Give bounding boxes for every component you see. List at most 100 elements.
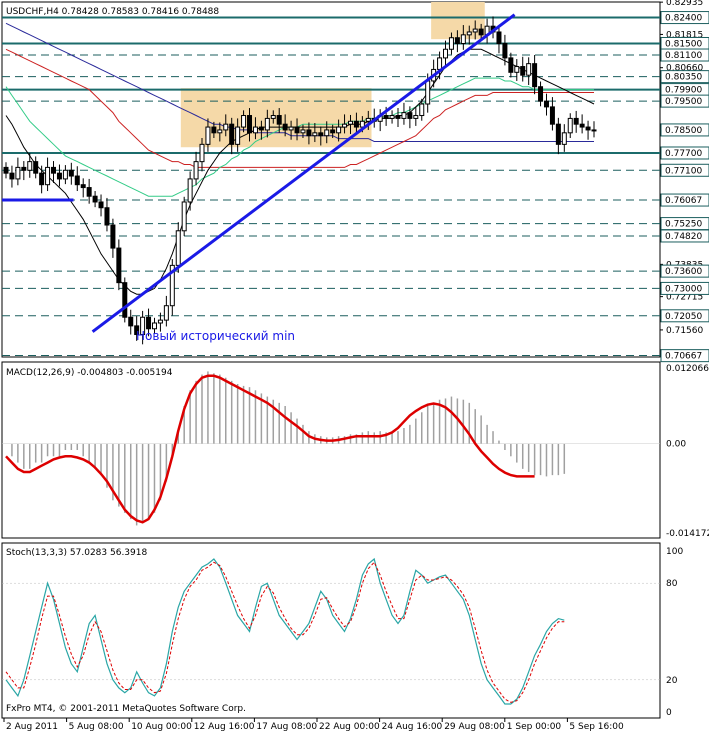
level-tag: 0.80350 [660, 70, 709, 84]
candle-body [532, 63, 538, 88]
level-tag: 0.75250 [660, 217, 709, 231]
candle-52 [312, 123, 318, 143]
candle-32 [193, 151, 199, 186]
candle-70 [419, 98, 425, 121]
level-tag-box [660, 229, 709, 243]
level-tag-label: 0.80350 [665, 73, 702, 83]
level-tag-box [660, 281, 709, 295]
candle-body [74, 175, 80, 186]
level-tag-box [660, 70, 709, 84]
level-tag-box [660, 193, 709, 207]
candle-body [324, 129, 330, 137]
candle-33 [199, 138, 205, 172]
candle-24 [146, 308, 152, 337]
candle-8 [51, 161, 57, 183]
candle-48 [288, 120, 294, 140]
price-tick-label: 0.80660 [666, 64, 703, 74]
candle-body [425, 80, 431, 105]
level-tag: 0.76067 [660, 193, 709, 207]
stoch-panel[interactable]: 100 80 20 0 [2, 547, 683, 718]
price-panel[interactable]: 0.829350.818150.806600.799500.785000.771… [2, 0, 709, 363]
level-tag-box [660, 264, 709, 278]
candle-26 [157, 312, 163, 332]
macd-title: MACD(12,26,9) -0.004803 -0.005194 [6, 368, 173, 378]
candle-15 [92, 191, 98, 208]
candle-body [567, 117, 573, 134]
candle-19 [116, 239, 122, 291]
candle-35 [211, 121, 217, 139]
candle-body [573, 117, 579, 125]
candle-12 [74, 166, 80, 192]
candle-body [383, 115, 389, 119]
candle-body [140, 316, 146, 336]
candle-body [472, 28, 478, 33]
level-tag-label: 0.77700 [665, 149, 702, 159]
ma-green-line [5, 77, 594, 197]
time-axis: 2 Aug 2011 5 Aug 08:00 10 Aug 00:00 12 Aug … [3, 718, 624, 732]
price-tick-label: 0.81815 [666, 30, 703, 40]
time-tick-label: 10 Aug 00:00 [131, 722, 192, 732]
candle-84 [502, 34, 508, 66]
candle-body [282, 123, 288, 131]
price-tick-label: 0.82935 [666, 0, 703, 8]
level-tag-label: 0.73600 [665, 267, 702, 277]
candle-body [62, 169, 68, 180]
candle-43 [258, 120, 264, 140]
candle-body [561, 132, 567, 145]
candle-body [128, 316, 134, 327]
candle-body [211, 126, 217, 134]
level-tag-label: 0.74820 [665, 232, 702, 242]
candle-92 [549, 97, 555, 131]
level-tag-label: 0.78500 [665, 126, 702, 136]
candle-body [585, 126, 591, 131]
candle-body [68, 169, 74, 177]
candle-69 [413, 106, 419, 126]
candle-97 [579, 114, 585, 134]
macd-frame [1, 361, 661, 539]
level-tag: 0.72050 [660, 309, 709, 323]
level-tag-label: 0.75250 [665, 220, 702, 230]
candle-body [419, 103, 425, 117]
level-tag-label: 0.70667 [665, 352, 702, 362]
candle-23 [140, 310, 146, 345]
candle-93 [555, 117, 561, 155]
candle-47 [282, 114, 288, 137]
candle-body [549, 106, 555, 125]
candle-body [389, 115, 395, 119]
candle-body [543, 100, 549, 108]
macd-panel[interactable]: 0.012066 0.00 -0.014172 [2, 364, 709, 539]
candle-53 [318, 126, 324, 146]
candle-41 [247, 108, 253, 142]
stoch-tick-label: 80 [666, 579, 678, 589]
candle-body [312, 132, 318, 137]
candle-body [353, 120, 359, 128]
panel-frames [1, 1, 661, 719]
candle-99 [591, 121, 597, 138]
level-tag-box [660, 94, 709, 108]
candle-body [110, 224, 116, 249]
candle-28 [169, 259, 175, 316]
candle-body [448, 37, 454, 50]
candle-67 [401, 102, 407, 125]
candle-body [241, 115, 247, 128]
time-tick-label: 2 Aug 2011 [6, 722, 58, 732]
candle-body [39, 172, 45, 186]
level-tag-label: 0.76067 [665, 196, 702, 206]
level-tag: 0.79900 [660, 83, 709, 97]
price-title: USDCHF,H4 0.78428 0.78583 0.78416 0.7848… [6, 7, 219, 17]
candle-body [478, 28, 484, 36]
candle-body [437, 57, 443, 70]
candle-56 [336, 119, 342, 142]
macd-tick-label: 0.012066 [666, 364, 709, 374]
candle-body [318, 132, 324, 137]
level-tag: 0.73600 [660, 264, 709, 278]
ma-blue-line [5, 22, 594, 142]
candle-body [3, 166, 9, 174]
candle-57 [342, 114, 348, 134]
candle-95 [567, 113, 573, 139]
candle-78 [466, 25, 472, 45]
level-tag-box [660, 11, 709, 25]
candle-90 [538, 81, 544, 107]
candle-22 [134, 316, 140, 341]
candle-63 [377, 109, 383, 132]
